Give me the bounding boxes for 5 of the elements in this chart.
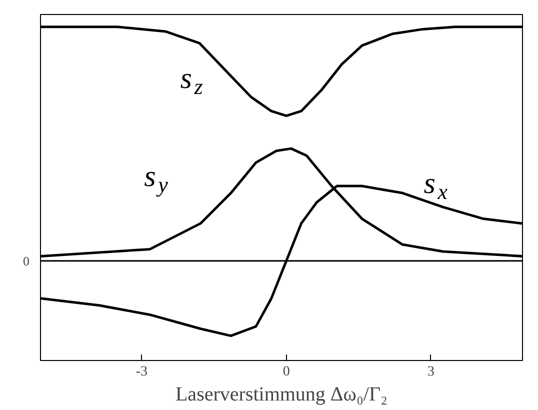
x-axis-title: Laserverstimmung Δω₀/Γ₂ bbox=[175, 384, 388, 406]
x-tick-label: -3 bbox=[136, 364, 148, 380]
x-tick-label: 3 bbox=[427, 364, 434, 380]
ref-line-label: 0 bbox=[23, 253, 30, 268]
x-tick-label: 0 bbox=[282, 364, 290, 380]
